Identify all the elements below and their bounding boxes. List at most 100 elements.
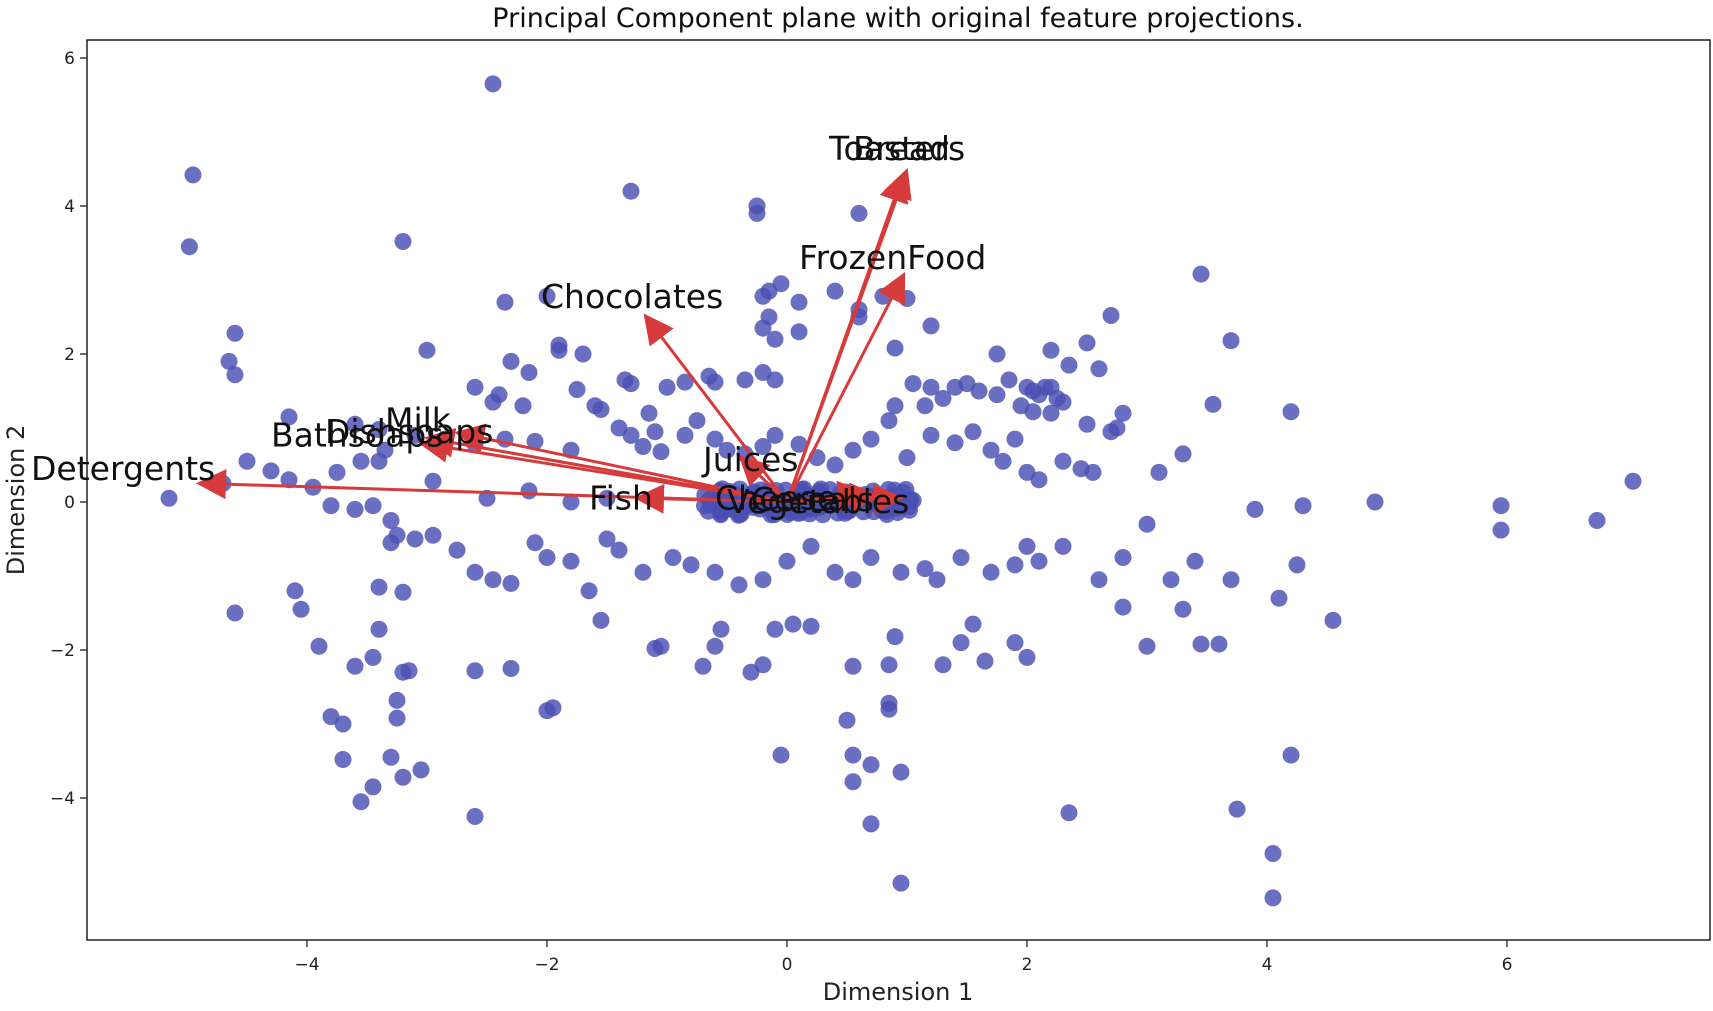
data-point [538, 549, 556, 566]
plot-frame [86, 39, 1711, 941]
data-point [406, 530, 424, 548]
data-point [790, 435, 808, 453]
data-point [1000, 371, 1018, 389]
data-point [748, 204, 766, 222]
data-point [772, 275, 790, 293]
data-point [550, 341, 568, 359]
data-point [520, 482, 538, 500]
data-point [622, 182, 640, 200]
data-point [1162, 571, 1180, 589]
data-point [346, 415, 364, 433]
data-point [658, 378, 676, 396]
data-point [484, 75, 502, 93]
feature-label-toasters: Toasters [828, 129, 965, 168]
data-point [766, 371, 784, 389]
data-point [1174, 600, 1192, 618]
data-point [592, 401, 610, 418]
data-point [952, 549, 970, 566]
data-point [1102, 307, 1120, 325]
data-point [1138, 515, 1156, 533]
data-point [844, 441, 862, 459]
data-point [1282, 403, 1300, 421]
arrows-layer [196, 167, 912, 515]
data-point [502, 574, 520, 592]
data-point [706, 373, 724, 391]
data-point [1222, 332, 1240, 350]
data-point [862, 815, 880, 833]
data-point [370, 420, 388, 438]
data-point [466, 808, 484, 825]
data-point [988, 345, 1006, 363]
data-point [1186, 552, 1204, 570]
data-point [1114, 549, 1132, 566]
data-point [682, 556, 700, 574]
data-point [1030, 552, 1048, 570]
feature-label-frozenfood: FrozenFood [799, 238, 986, 277]
data-point [1054, 452, 1072, 470]
y-axis-ticks: −4 −2 0 2 4 6 [50, 49, 87, 809]
data-point [892, 763, 910, 781]
data-point [394, 768, 412, 786]
data-point [484, 571, 502, 589]
data-point [838, 711, 856, 729]
data-point [466, 662, 484, 680]
data-point [448, 541, 466, 559]
data-point [902, 490, 920, 508]
data-point [1366, 493, 1384, 511]
feature-arrow-milk [454, 423, 788, 504]
data-point [730, 576, 748, 594]
data-point [370, 452, 388, 470]
points-layer [160, 75, 1642, 907]
data-point [226, 604, 244, 622]
feature-arrow-cereals [786, 484, 904, 515]
data-point [810, 499, 828, 517]
data-point [694, 657, 712, 675]
data-point [160, 489, 178, 507]
data-point [286, 582, 304, 600]
data-point [754, 438, 772, 455]
data-point [1114, 598, 1132, 616]
data-point [880, 412, 898, 430]
data-point [1042, 404, 1060, 422]
x-tick-label: −2 [534, 955, 559, 975]
data-point [292, 600, 310, 618]
data-point [784, 615, 802, 633]
data-point [334, 715, 352, 733]
data-point [280, 408, 298, 426]
data-point [412, 761, 430, 779]
data-point [346, 500, 364, 518]
y-tick-label: −4 [50, 789, 75, 809]
data-point [1054, 537, 1072, 555]
data-point [514, 397, 532, 415]
data-point [388, 709, 406, 727]
data-point [1174, 445, 1192, 463]
data-point [964, 615, 982, 633]
feature-arrow-toasters [785, 167, 912, 503]
data-point [916, 397, 934, 415]
data-point [892, 563, 910, 581]
data-point [610, 541, 628, 559]
data-point [1006, 556, 1024, 574]
y-axis-label: Dimension 2 [2, 425, 30, 575]
data-point [370, 620, 388, 638]
data-point [964, 423, 982, 441]
data-point [466, 378, 484, 396]
feature-label-cheese: Cheese [715, 478, 837, 517]
data-point [180, 238, 198, 256]
data-point [802, 537, 820, 555]
data-point [496, 293, 514, 311]
data-point [418, 341, 436, 359]
data-point [982, 441, 1000, 459]
feature-label-dishsoaps: Dishsoaps [325, 412, 493, 451]
data-point [184, 166, 202, 184]
data-point [502, 352, 520, 370]
data-point [1060, 804, 1078, 822]
data-point [400, 662, 418, 680]
feature-label-juices: Juices [701, 440, 798, 479]
feature-arrow-bathsoaps [418, 432, 788, 504]
feature-label-milk: Milk [385, 401, 452, 440]
data-point [916, 560, 934, 578]
data-point [352, 793, 370, 811]
